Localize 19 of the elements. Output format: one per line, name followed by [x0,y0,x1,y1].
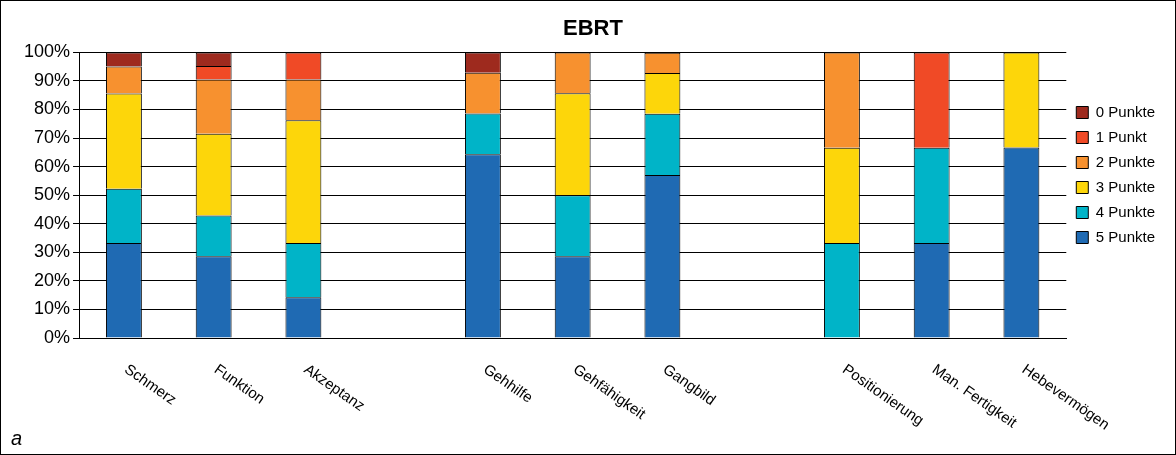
y-tick-label: 80% [34,98,71,119]
y-tick-label: 100% [23,41,71,62]
y-tick-label: 60% [34,155,71,176]
legend-label: 3 Punkte [1095,177,1156,195]
y-tick-label: 0% [44,326,71,347]
legend-label: 4 Punkte [1095,202,1156,220]
y-tick-label: 70% [34,127,71,148]
chart-title: EBRT [563,15,624,41]
y-tick-label: 20% [34,269,71,290]
legend-label: 1 Punkt [1095,127,1148,145]
legend-label: 0 Punkte [1095,102,1156,120]
legend-label: 2 Punkte [1095,152,1156,170]
y-tick-label: 90% [34,69,71,90]
y-tick-label: 10% [34,298,71,319]
text: a [11,427,23,450]
y-tick-label: 40% [34,212,71,233]
y-tick-label: 50% [34,184,71,205]
legend-label: 5 Punkte [1095,227,1156,245]
y-tick-label: 30% [34,241,71,262]
